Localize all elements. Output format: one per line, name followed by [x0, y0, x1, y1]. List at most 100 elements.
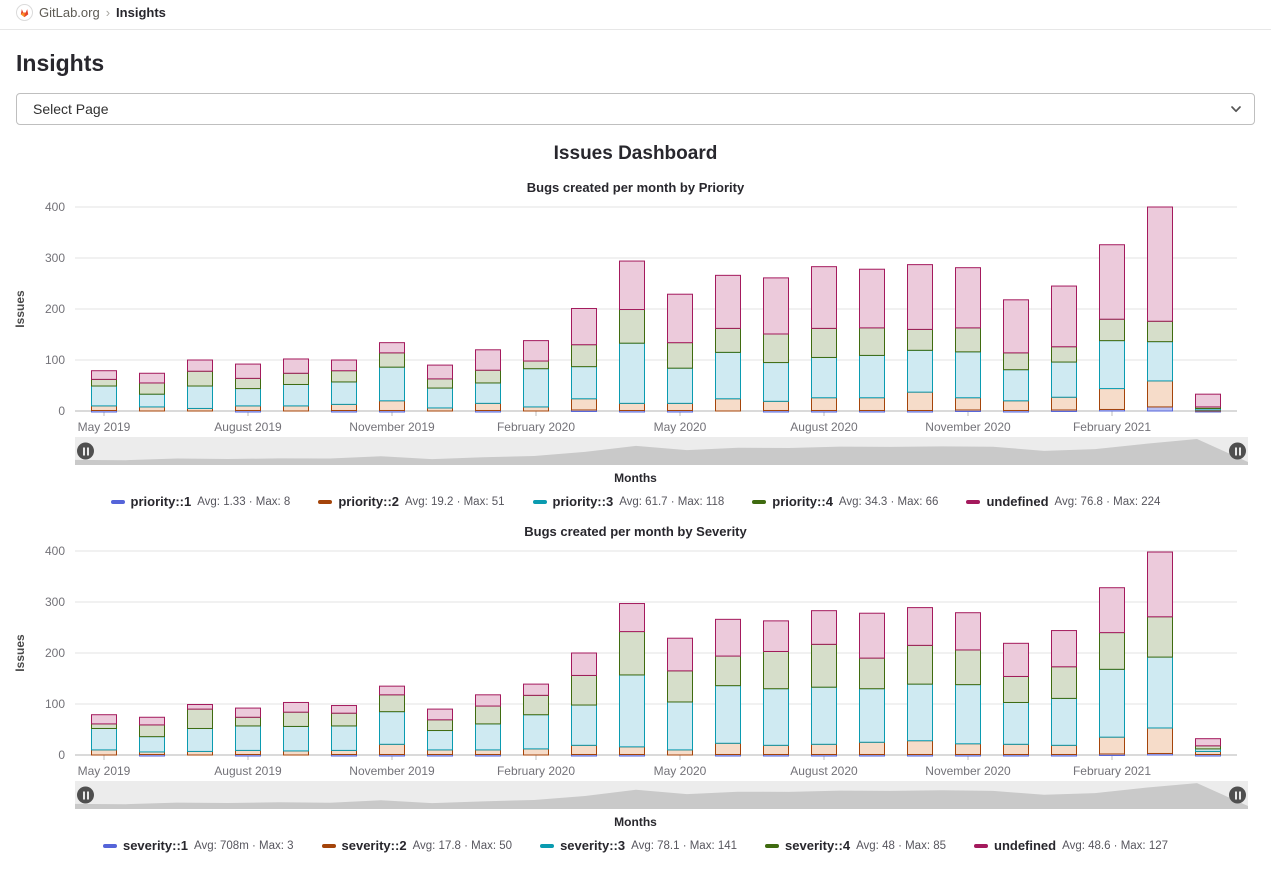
bar-segment-undefined[interactable] [1051, 630, 1077, 668]
bar-segment-severity::4[interactable] [1099, 632, 1125, 670]
bar-segment-undefined[interactable] [331, 705, 357, 714]
bar-segment-undefined[interactable] [283, 701, 309, 713]
bar-segment-priority::4[interactable] [955, 327, 981, 353]
bar-segment-severity::2[interactable] [667, 749, 693, 756]
bar-segment-priority::4[interactable] [283, 372, 309, 385]
chart-severity-datazoom[interactable] [75, 781, 1248, 809]
bar-segment-severity::4[interactable] [667, 670, 693, 703]
bar-segment-undefined[interactable] [379, 685, 405, 696]
datazoom-right-handle-icon[interactable] [1229, 442, 1246, 460]
bar-segment-severity::4[interactable] [427, 719, 453, 732]
legend-item-severity::4[interactable]: severity::4 Avg: 48 · Max: 85 [765, 838, 946, 853]
datazoom-left-handle-icon[interactable] [77, 442, 94, 460]
bar-segment-undefined[interactable] [715, 274, 741, 329]
bar-segment-undefined[interactable] [571, 652, 597, 676]
bar-segment-severity::3[interactable] [379, 711, 405, 745]
bar-segment-priority::3[interactable] [427, 387, 453, 409]
bar-segment-undefined[interactable] [523, 340, 549, 362]
bar-segment-priority::4[interactable] [859, 327, 885, 356]
bar-segment-undefined[interactable] [619, 260, 645, 311]
bar-segment-severity::4[interactable] [475, 705, 501, 725]
bar-segment-priority::4[interactable] [1051, 346, 1077, 363]
bar-segment-severity::2[interactable] [1147, 727, 1173, 754]
bar-segment-severity::4[interactable] [571, 674, 597, 706]
bar-segment-priority::3[interactable] [379, 366, 405, 402]
bar-segment-undefined[interactable] [187, 359, 213, 372]
bar-segment-priority::3[interactable] [139, 393, 165, 408]
bar-segment-severity::2[interactable] [475, 749, 501, 755]
bar-segment-priority::4[interactable] [427, 378, 453, 389]
bar-segment-priority::2[interactable] [1003, 400, 1029, 411]
bar-segment-severity::4[interactable] [859, 657, 885, 690]
bar-segment-undefined[interactable] [763, 277, 789, 335]
bar-segment-severity::2[interactable] [955, 743, 981, 755]
bar-segment-priority::4[interactable] [235, 377, 261, 390]
bar-segment-undefined[interactable] [139, 716, 165, 726]
bar-segment-priority::2[interactable] [331, 403, 357, 411]
legend-item-priority::3[interactable]: priority::3 Avg: 61.7 · Max: 118 [532, 494, 724, 509]
bar-segment-priority::2[interactable] [667, 402, 693, 411]
bar-segment-severity::3[interactable] [91, 727, 117, 751]
bar-segment-priority::3[interactable] [907, 349, 933, 393]
bar-segment-undefined[interactable] [811, 610, 837, 645]
bar-segment-priority::2[interactable] [91, 405, 117, 411]
bar-segment-priority::3[interactable] [91, 385, 117, 407]
bar-segment-priority::3[interactable] [811, 356, 837, 399]
bar-segment-undefined[interactable] [475, 349, 501, 371]
bar-segment-severity::3[interactable] [187, 727, 213, 752]
bar-segment-priority::2[interactable] [1147, 380, 1173, 408]
bar-segment-undefined[interactable] [907, 264, 933, 330]
bar-segment-undefined[interactable] [571, 307, 597, 346]
bar-segment-severity::3[interactable] [571, 704, 597, 746]
bar-segment-severity::3[interactable] [811, 686, 837, 745]
bar-segment-severity::3[interactable] [427, 730, 453, 751]
bar-segment-undefined[interactable] [475, 694, 501, 707]
bar-segment-priority::4[interactable] [187, 370, 213, 387]
bar-segment-priority::2[interactable] [1051, 396, 1077, 411]
bar-segment-severity::2[interactable] [187, 750, 213, 756]
legend-item-severity::3[interactable]: severity::3 Avg: 78.1 · Max: 141 [540, 838, 737, 853]
bar-segment-priority::3[interactable] [1003, 369, 1029, 402]
bar-segment-priority::3[interactable] [955, 351, 981, 399]
legend-item-severity::2[interactable]: severity::2 Avg: 17.8 · Max: 50 [321, 838, 512, 853]
bar-segment-priority::2[interactable] [811, 397, 837, 411]
bar-segment-undefined[interactable] [955, 612, 981, 651]
bar-segment-priority::1[interactable] [1147, 406, 1173, 412]
bar-segment-priority::3[interactable] [667, 367, 693, 404]
bar-segment-undefined[interactable] [715, 618, 741, 657]
bar-segment-severity::3[interactable] [763, 688, 789, 746]
bar-segment-severity::4[interactable] [235, 716, 261, 727]
bar-segment-priority::4[interactable] [763, 333, 789, 364]
bar-segment-severity::4[interactable] [763, 650, 789, 690]
bar-segment-priority::4[interactable] [475, 369, 501, 384]
bar-segment-severity::3[interactable] [1099, 668, 1125, 738]
datazoom-right-handle-icon[interactable] [1229, 786, 1246, 804]
bar-segment-undefined[interactable] [1003, 299, 1029, 354]
datazoom-left-handle-icon[interactable] [77, 786, 94, 804]
bar-segment-priority::4[interactable] [571, 344, 597, 368]
bar-segment-severity::4[interactable] [907, 644, 933, 685]
bar-segment-severity::3[interactable] [235, 725, 261, 751]
bar-segment-priority::3[interactable] [859, 354, 885, 399]
bar-segment-priority::2[interactable] [859, 397, 885, 411]
legend-item-priority::1[interactable]: priority::1 Avg: 1.33 · Max: 8 [110, 494, 290, 509]
bar-segment-priority::3[interactable] [283, 383, 309, 407]
bar-segment-severity::4[interactable] [139, 724, 165, 738]
bar-segment-undefined[interactable] [427, 364, 453, 380]
bar-segment-priority::3[interactable] [523, 368, 549, 408]
bar-segment-undefined[interactable] [1195, 738, 1221, 747]
bar-segment-priority::4[interactable] [1147, 320, 1173, 343]
bar-segment-undefined[interactable] [1195, 393, 1221, 408]
bar-segment-severity::2[interactable] [379, 743, 405, 755]
bar-segment-priority::3[interactable] [763, 362, 789, 402]
bar-segment-severity::3[interactable] [619, 674, 645, 748]
bar-segment-severity::2[interactable] [235, 749, 261, 755]
bar-segment-priority::4[interactable] [379, 352, 405, 368]
bar-segment-undefined[interactable] [763, 620, 789, 652]
bar-segment-undefined[interactable] [1099, 244, 1125, 320]
legend-item-priority::2[interactable]: priority::2 Avg: 19.2 · Max: 51 [318, 494, 505, 509]
bar-segment-undefined[interactable] [859, 612, 885, 659]
bar-segment-undefined[interactable] [187, 704, 213, 710]
bar-segment-priority::2[interactable] [955, 397, 981, 411]
bar-segment-priority::2[interactable] [619, 402, 645, 411]
